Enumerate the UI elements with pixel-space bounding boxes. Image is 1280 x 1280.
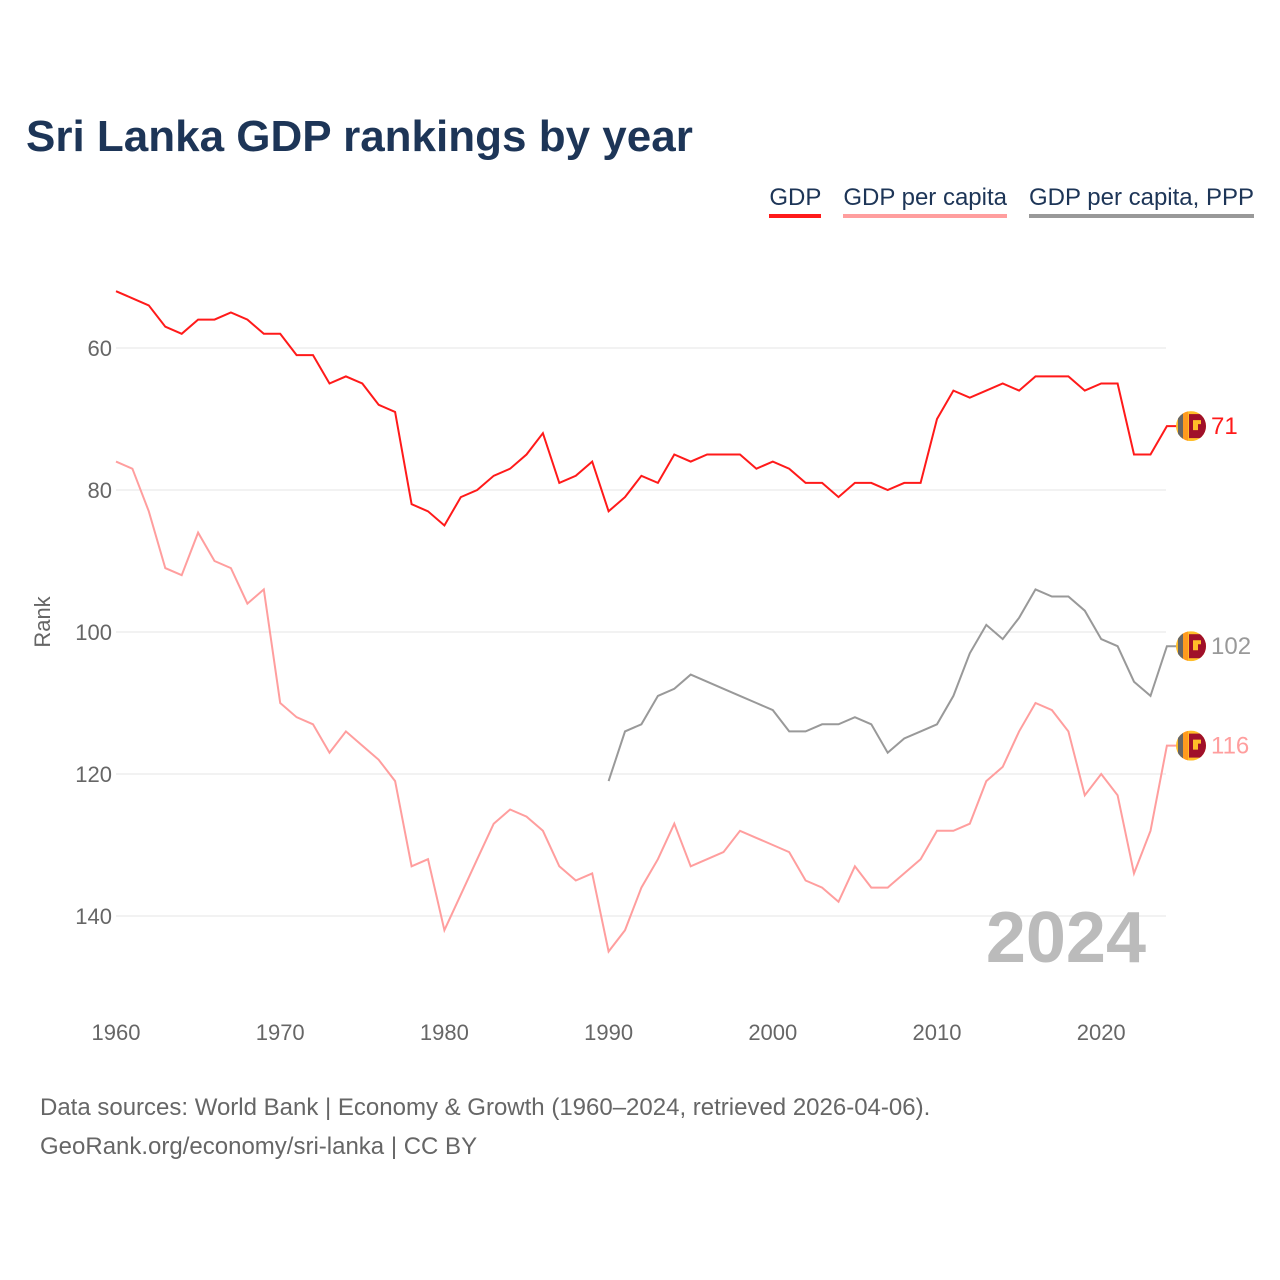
series-line-2 [607,588,1178,782]
end-value-label: 102 [1211,633,1251,660]
series-line-1 [115,460,1178,954]
flag-stripe-grey [1178,411,1183,442]
legend-item-gdp[interactable]: GDP [769,184,822,218]
y-tick-label: 60 [88,336,112,361]
end-value-label: 116 [1211,733,1249,760]
x-tick-label: 2000 [748,1020,797,1045]
flag-stripe-orange [1183,631,1188,662]
legend-item-gdp-per-capita-ppp[interactable]: GDP per capita, PPP [1029,184,1254,218]
flag-lion [1193,739,1201,750]
flag-body [1176,631,1206,662]
legend-item-gdp-per-capita[interactable]: GDP per capita [843,184,1007,218]
legend: GDP GDP per capita GDP per capita, PPP [769,184,1254,218]
y-axis-label: Rank [30,595,55,647]
x-tick-label: 1960 [92,1020,141,1045]
x-tick-label: 2010 [913,1020,962,1045]
x-tick-label: 2020 [1077,1020,1126,1045]
flag-body [1176,411,1206,442]
flag-stripe-orange [1183,411,1188,442]
year-annotation: 2024 [986,898,1146,978]
sri-lanka-flag-icon [1176,730,1206,761]
flag-stripe-grey [1178,730,1183,761]
footer: Data sources: World Bank | Economy & Gro… [40,1088,930,1166]
x-tick-label: 1990 [584,1020,633,1045]
y-tick-label: 140 [75,904,112,929]
flag-lion [1193,420,1201,431]
sri-lanka-flag-icon [1176,411,1206,442]
y-tick-label: 100 [75,620,112,645]
x-tick-label: 1980 [420,1020,469,1045]
source-text: Data sources: World Bank | Economy & Gro… [40,1094,931,1121]
flag-lion [1193,640,1201,651]
x-tick-label: 1970 [256,1020,305,1045]
flag-stripe-orange [1183,730,1188,761]
y-tick-label: 120 [75,762,112,787]
flag-stripe-grey [1178,631,1183,662]
series-line-0 [115,290,1178,528]
end-value-label: 71 [1211,413,1238,440]
attribution-link[interactable]: GeoRank.org/economy/sri-lanka | CC BY [40,1133,478,1160]
chart-title: Sri Lanka GDP rankings by year [26,112,693,161]
flag-body [1176,730,1206,761]
sri-lanka-flag-icon [1176,631,1206,662]
y-tick-label: 80 [88,478,112,503]
